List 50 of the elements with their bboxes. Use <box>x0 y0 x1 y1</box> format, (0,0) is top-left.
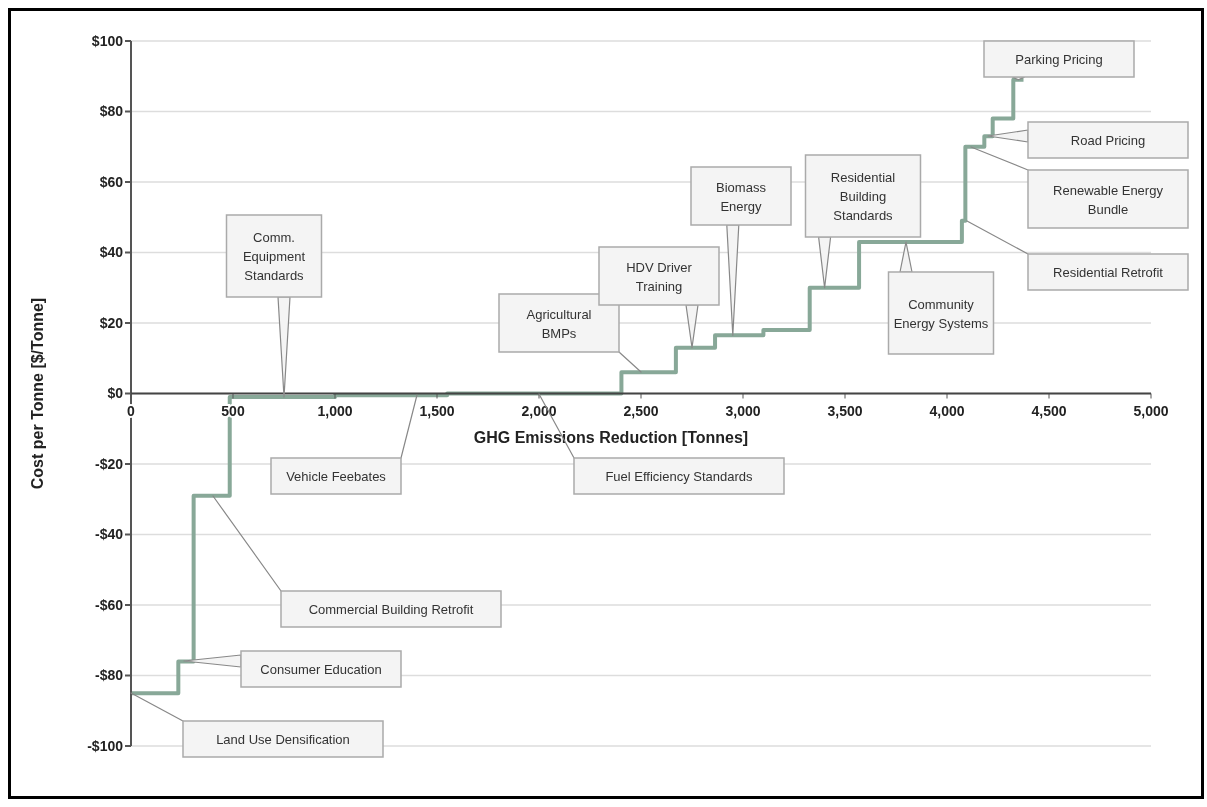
callout: Biomass Energy <box>690 166 792 336</box>
annotation: Fuel Efficiency Standards <box>605 469 754 484</box>
annotation: Vehicle Feebates <box>286 469 387 484</box>
callout: Land Use Densification <box>130 692 384 758</box>
annotation: Consumer Education <box>260 662 382 677</box>
annotation: Agricultural BMPs <box>526 306 592 341</box>
x-tick-label: 4,500 <box>1031 402 1067 419</box>
annotation: Biomass Energy <box>716 179 767 214</box>
callout: Road Pricing <box>987 121 1189 159</box>
annotation: HDV Driver Training <box>626 259 693 294</box>
y-tick-label: -$20 <box>94 455 124 472</box>
y-tick-label: $40 <box>99 244 124 261</box>
callout: HDV Driver Training <box>598 246 720 349</box>
annotation: Residential Retrofit <box>1053 265 1164 280</box>
annotation: Renewable Energy Bundle <box>1053 182 1164 217</box>
x-tick-label: 2,500 <box>623 402 659 419</box>
x-tick-label: 1,000 <box>317 402 353 419</box>
x-tick-label: 3,500 <box>827 402 863 419</box>
y-tick-label: -$60 <box>94 596 124 613</box>
callout: Consumer Education <box>183 650 402 688</box>
annotation: Community Energy Systems <box>893 296 989 331</box>
y-tick-label: $0 <box>107 385 124 402</box>
x-tick-label: 5,000 <box>1133 402 1169 419</box>
x-tick-label: 4,000 <box>929 402 965 419</box>
x-tick-label: 500 <box>221 402 245 419</box>
y-tick-label: $60 <box>99 173 124 190</box>
y-axis-title: Cost per Tonne [$/Tonne] <box>29 297 46 490</box>
y-tick-label: $100 <box>91 32 124 49</box>
y-tick-label: $20 <box>99 314 124 331</box>
y-tick-label: -$40 <box>94 526 124 543</box>
callout: Agricultural BMPs <box>498 293 642 373</box>
callout: Comm. Equipment Standards <box>225 214 323 398</box>
callout: Residential Building Standards <box>804 154 922 289</box>
x-tick-label: 2,000 <box>521 402 557 419</box>
annotation: Commercial Building Retrofit <box>308 602 474 617</box>
y-tick-label: $80 <box>99 103 124 120</box>
y-tick-label: -$100 <box>87 737 124 754</box>
callout: Community Energy Systems <box>887 241 995 355</box>
callout: Residential Retrofit <box>966 220 1189 291</box>
x-axis-title: GHG Emissions Reduction [Tonnes] <box>473 428 749 446</box>
annotation: Parking Pricing <box>1015 52 1103 67</box>
callout: Parking Pricing <box>983 40 1135 81</box>
x-tick-label: 1,500 <box>419 402 455 419</box>
callout: Commercial Building Retrofit <box>212 495 502 628</box>
x-tick-label: 3,000 <box>725 402 761 419</box>
annotation: Residential Building Standards <box>830 170 896 223</box>
annotation: Land Use Densification <box>216 732 350 747</box>
annotation: Road Pricing <box>1070 133 1146 148</box>
y-tick-label: -$80 <box>94 667 124 684</box>
annotation: Comm. Equipment Standards <box>242 230 306 283</box>
